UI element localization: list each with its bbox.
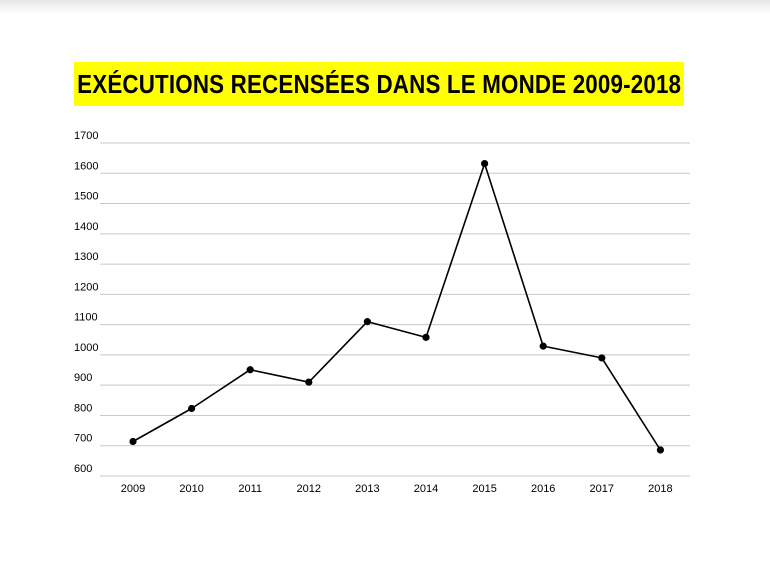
x-tick-label: 2012 [297,483,321,495]
chart-title-banner: EXÉCUTIONS RECENSÉES DANS LE MONDE 2009-… [74,62,684,106]
y-tick-label: 1200 [74,281,98,293]
x-tick-label: 2011 [238,483,262,495]
data-point-2012 [305,378,313,386]
chart-title: EXÉCUTIONS RECENSÉES DANS LE MONDE 2009-… [76,68,682,99]
y-tick-label: 600 [74,463,92,475]
y-tick-label: 700 [74,433,92,445]
y-tick-label: 1600 [74,160,98,172]
series-points [129,159,665,454]
series-line [132,162,662,451]
data-point-2015 [481,159,489,168]
x-tick-label: 2014 [414,483,438,495]
y-tick-label: 1000 [74,342,98,354]
series-polyline [132,162,662,451]
y-tick-label: 1500 [74,191,98,203]
top-shade [0,0,770,14]
x-axis-ticks: 2009 2010 2011 2012 2013 2014 2015 2016 2017 2018 [121,483,673,495]
data-point-2014 [422,333,430,341]
y-axis-ticks: 600 700 800 900 1000 1100 1200 1300 1400 1500 1600… [74,130,98,475]
y-tick-label: 900 [74,372,92,384]
data-point-2017 [598,354,606,362]
y-tick-label: 800 [74,402,92,414]
data-point-2013 [363,318,371,326]
data-point-2009 [129,437,137,446]
x-tick-label: 2017 [590,483,614,495]
y-tick-label: 1300 [74,251,98,263]
data-point-2011 [246,366,254,374]
x-tick-label: 2009 [121,483,145,495]
data-point-2010 [188,404,196,413]
y-tick-label: 1100 [74,312,98,324]
data-point-2018 [656,446,665,454]
x-tick-label: 2016 [531,483,555,495]
y-tick-label: 1400 [74,221,98,233]
gridlines [100,142,690,477]
x-tick-label: 2015 [472,483,496,495]
data-point-2016 [539,342,547,350]
y-tick-label: 1700 [74,130,98,142]
x-tick-label: 2010 [179,483,203,495]
x-tick-label: 2018 [648,483,672,495]
x-tick-label: 2013 [355,483,379,495]
